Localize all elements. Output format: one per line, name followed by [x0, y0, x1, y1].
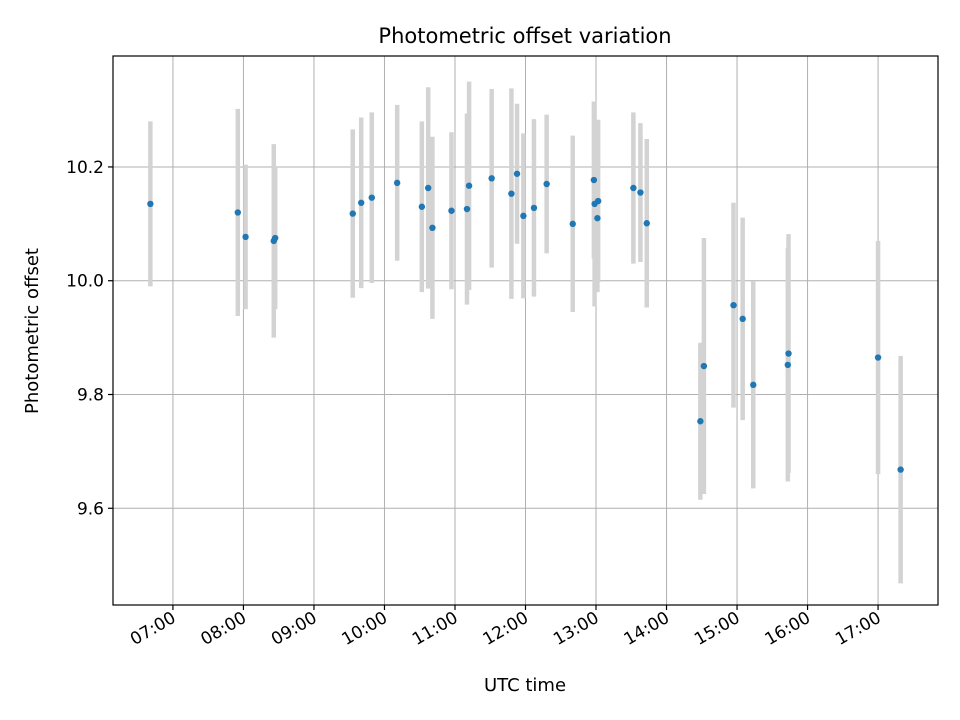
data-point — [784, 361, 792, 369]
data-point — [874, 354, 882, 361]
data-point — [750, 381, 757, 389]
y-tick-label: 9.8 — [77, 386, 104, 406]
data-point — [368, 194, 375, 201]
data-point — [594, 197, 602, 205]
data-point — [508, 190, 515, 197]
data-point — [630, 184, 637, 192]
data-point — [349, 210, 356, 217]
data-point — [448, 207, 455, 214]
chart-title: Photometric offset variation — [378, 24, 671, 48]
data-point — [530, 204, 538, 212]
data-points — [147, 170, 904, 473]
data-point — [488, 175, 495, 182]
data-point — [424, 184, 432, 192]
data-point — [147, 200, 154, 208]
y-tick-label: 9.6 — [77, 499, 104, 519]
data-point — [393, 179, 401, 187]
data-point — [730, 301, 737, 309]
data-point — [234, 209, 242, 216]
data-point — [569, 220, 576, 228]
data-point — [897, 466, 904, 473]
data-point — [637, 189, 644, 196]
data-point — [543, 180, 550, 188]
data-point — [590, 176, 598, 184]
data-point — [429, 224, 436, 232]
data-point — [418, 203, 426, 210]
data-point — [242, 233, 249, 241]
data-point — [358, 199, 365, 206]
data-point — [697, 418, 704, 425]
data-point — [700, 362, 708, 370]
data-point — [785, 350, 792, 357]
data-point — [513, 170, 521, 177]
data-point — [739, 315, 746, 323]
data-point — [594, 214, 601, 222]
data-point — [643, 220, 650, 227]
y-axis-label: Photometric offset — [22, 248, 43, 414]
y-axis-ticks: 9.6 9.8 10.0 10.2 — [66, 158, 113, 519]
data-point — [465, 182, 473, 189]
data-point — [463, 205, 471, 213]
y-tick-label: 10.0 — [66, 272, 104, 292]
data-point — [271, 234, 279, 242]
x-axis-label: UTC time — [484, 675, 566, 696]
data-point — [520, 212, 527, 220]
y-tick-label: 10.2 — [66, 158, 104, 178]
